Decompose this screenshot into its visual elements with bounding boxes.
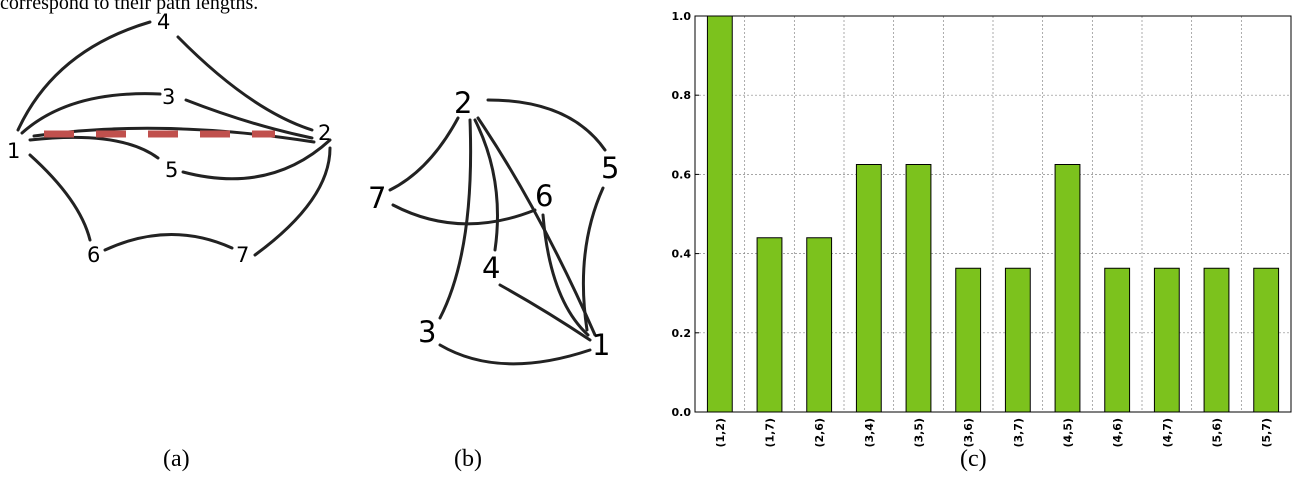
caption-b: (b) (454, 446, 482, 472)
x-tick-label: (3,5) (913, 418, 926, 448)
y-tick-label: 0.6 (672, 168, 692, 181)
y-tick-label: 0.4 (672, 248, 692, 261)
bar (1253, 267, 1280, 413)
x-tick-label: (1,7) (764, 418, 777, 448)
x-tick-label: (3,4) (863, 418, 876, 448)
chart-frame (694, 15, 1292, 413)
x-tick-label: (3,7) (1012, 418, 1025, 448)
edge-a-3-2 (184, 98, 314, 140)
edge-b-2-3 (438, 118, 473, 320)
graph-a: 1 2 3 4 5 6 7 (7, 10, 332, 267)
edge-b-2-7 (388, 116, 460, 192)
edge-a-5-2 (181, 138, 332, 181)
x-tick-label: (1,2) (714, 418, 727, 448)
x-tick-label: (5,7) (1260, 418, 1273, 448)
bar (706, 15, 733, 413)
edge-b-3-1 (438, 343, 592, 366)
edge-b-4-1 (498, 283, 592, 342)
edge-a-6-7 (103, 233, 234, 252)
node-b-5: 5 (601, 151, 619, 185)
edge-a-7-2 (253, 146, 332, 257)
node-a-6: 6 (87, 243, 100, 267)
chart-bars (706, 15, 1280, 413)
x-tick-label: (2,6) (813, 418, 826, 448)
caption-c: (c) (960, 446, 987, 472)
bar (1203, 267, 1230, 413)
edge-b-2-4 (473, 118, 499, 252)
node-b-7: 7 (368, 181, 386, 215)
bar (806, 237, 833, 413)
node-a-7: 7 (236, 243, 249, 267)
edge-a-1-6 (28, 153, 92, 242)
clipped-paper-text: correspond to their path lengths. (0, 0, 259, 14)
edge-b-2-1 (476, 116, 597, 337)
x-tick-label: (3,6) (962, 418, 975, 448)
node-b-1: 1 (592, 328, 610, 362)
bar (905, 164, 932, 413)
bar (955, 267, 982, 413)
edge-b-5-1 (581, 186, 605, 332)
node-b-6: 6 (535, 179, 553, 213)
x-tick-label: (4,6) (1111, 418, 1124, 448)
node-a-2: 2 (318, 121, 331, 145)
y-tick-label: 0.8 (672, 89, 692, 102)
chart-y-ticks: 0.0 0.2 0.4 0.6 0.8 1.0 (672, 10, 699, 419)
node-a-5: 5 (165, 158, 178, 182)
edge-a-4-2 (176, 35, 314, 132)
x-tick-label: (5,6) (1211, 418, 1224, 448)
edge-b-7-6 (391, 203, 537, 226)
node-a-3: 3 (162, 85, 175, 109)
caption-a: (a) (163, 446, 190, 472)
y-tick-label: 0.0 (672, 406, 692, 419)
x-tick-label: (4,5) (1062, 418, 1075, 448)
chart-grid (695, 15, 1291, 413)
node-b-3: 3 (418, 315, 436, 349)
bar (855, 164, 882, 413)
bar (1054, 164, 1081, 413)
chart-x-ticks: (1,2) (1,7) (2,6) (3,4) (3,5) (3,6) (3,7) (4,5)… (714, 418, 1273, 448)
node-a-4: 4 (157, 10, 170, 34)
edge-b-6-1 (541, 213, 590, 337)
graph-b: 1 2 3 4 5 6 7 (368, 86, 619, 366)
bar (1153, 267, 1180, 413)
bar (1104, 267, 1131, 413)
y-tick-label: 1.0 (672, 10, 692, 23)
edge-a-1-3 (20, 92, 162, 135)
node-b-4: 4 (482, 251, 500, 285)
x-tick-label: (4,7) (1161, 418, 1174, 448)
edge-a-1-5 (28, 135, 160, 160)
node-a-1: 1 (7, 139, 20, 163)
edge-b-2-5 (486, 98, 607, 152)
bar (756, 237, 783, 413)
bar-chart: 0.00.20.40.60.81.0 (1,2) (1,7) (2,6) (3,4)(… (672, 10, 1292, 448)
y-tick-label: 0.2 (672, 327, 692, 340)
edge-a-1-4 (16, 20, 152, 132)
bar (1004, 267, 1031, 413)
node-b-2: 2 (454, 86, 472, 120)
